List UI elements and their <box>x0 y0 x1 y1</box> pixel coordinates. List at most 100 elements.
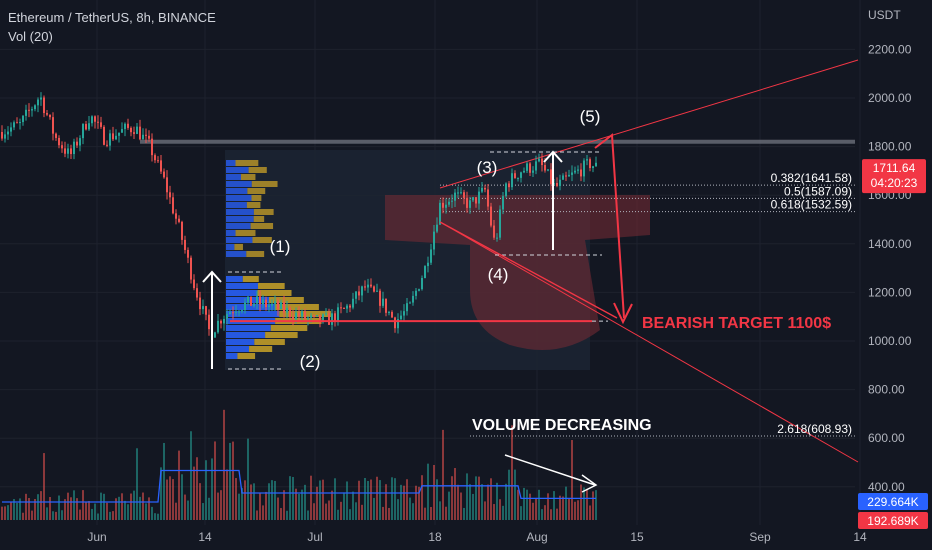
candle-body <box>217 320 219 333</box>
candle-body <box>295 312 297 320</box>
volume-bar <box>514 469 516 520</box>
candle-body <box>172 197 174 214</box>
symbol-title[interactable]: Ethereum / TetherUS, 8h, BINANCE <box>8 10 216 25</box>
volume-bar <box>517 489 519 520</box>
volume-bar <box>463 507 465 520</box>
candle-body <box>313 315 315 317</box>
volume-bar <box>523 487 525 520</box>
profile-bar <box>274 304 319 310</box>
volume-badge-label: 229.664K <box>867 495 918 509</box>
candle-body <box>427 262 429 267</box>
volume-indicator-label[interactable]: Vol (20) <box>8 29 53 44</box>
profile-bar <box>226 244 235 250</box>
candle-body <box>388 311 390 313</box>
profile-bar <box>257 290 292 296</box>
volume-bar <box>454 468 456 520</box>
volume-bar <box>412 503 414 520</box>
volume-bar <box>25 493 27 520</box>
candle-body <box>91 116 93 124</box>
volume-bar <box>217 492 219 520</box>
volume-bar <box>460 492 462 520</box>
volume-bar <box>202 503 204 520</box>
volume-bar <box>556 508 558 520</box>
candle-body <box>262 299 264 305</box>
profile-bar <box>237 353 256 359</box>
volume-bar <box>358 480 360 520</box>
volume-bars <box>1 409 597 520</box>
volume-bar <box>22 512 24 520</box>
volume-bar <box>283 490 285 520</box>
candle-body <box>199 297 201 310</box>
volume-bar <box>571 440 573 520</box>
candle-body <box>469 200 471 208</box>
candle-body <box>64 148 66 154</box>
profile-bar <box>249 346 273 352</box>
candle-body <box>28 109 30 111</box>
wave-label: (5) <box>580 107 601 126</box>
volume-bar <box>478 476 480 520</box>
candle-body <box>328 313 330 325</box>
candle-body <box>457 192 459 194</box>
volume-bar <box>328 500 330 520</box>
candle-body <box>523 170 525 173</box>
candle-body <box>439 202 441 225</box>
candle-body <box>118 132 120 136</box>
volume-bar <box>289 476 291 520</box>
candle-body <box>235 311 237 313</box>
candle-body <box>559 179 561 186</box>
volume-decreasing-label: VOLUME DECREASING <box>472 417 652 434</box>
volume-bar <box>127 504 129 520</box>
candle-body <box>16 122 18 124</box>
volume-bar <box>70 497 72 520</box>
volume-bar <box>253 483 255 520</box>
candle-body <box>115 135 117 140</box>
candle-body <box>340 307 342 309</box>
volume-bar <box>166 479 168 520</box>
candle-body <box>259 296 261 305</box>
candle-body <box>397 319 399 329</box>
candle-body <box>406 303 408 312</box>
candle-body <box>151 138 153 156</box>
candle-body <box>268 305 270 308</box>
candle-body <box>463 192 465 198</box>
candle-body <box>496 237 498 239</box>
volume-bar <box>55 511 57 520</box>
profile-bar <box>235 160 259 166</box>
profile-bar <box>241 174 256 180</box>
candle-body <box>550 169 552 185</box>
projection-guide-line <box>439 221 618 319</box>
candle-body <box>142 134 144 140</box>
volume-bar <box>559 495 561 520</box>
volume-bar <box>295 488 297 520</box>
fib-label: 2.618(608.93) <box>777 422 852 436</box>
candles <box>1 92 597 339</box>
volume-bar <box>13 499 15 520</box>
candle-body <box>82 123 84 139</box>
candle-body <box>19 122 21 124</box>
volume-bar <box>436 479 438 520</box>
volume-bar <box>325 503 327 520</box>
candle-body <box>226 314 228 319</box>
volume-bar <box>136 448 138 520</box>
volume-bar <box>583 487 585 520</box>
candle-body <box>253 303 255 306</box>
volume-bar <box>1 506 3 520</box>
candle-body <box>301 311 303 317</box>
volume-bar <box>457 484 459 520</box>
candle-body <box>256 296 258 304</box>
volume-bar <box>61 510 63 520</box>
candle-body <box>544 165 546 171</box>
profile-bar <box>226 237 253 243</box>
projection-arrow-line <box>594 133 625 319</box>
volume-bar <box>76 498 78 520</box>
candle-body <box>76 141 78 146</box>
volume-bar <box>334 478 336 520</box>
candle-body <box>430 249 432 263</box>
volume-bar <box>508 469 510 520</box>
volume-bar <box>592 491 594 520</box>
profile-bar <box>226 276 243 282</box>
candle-body <box>169 192 171 198</box>
candle-body <box>592 166 594 169</box>
candle-body <box>70 148 72 155</box>
